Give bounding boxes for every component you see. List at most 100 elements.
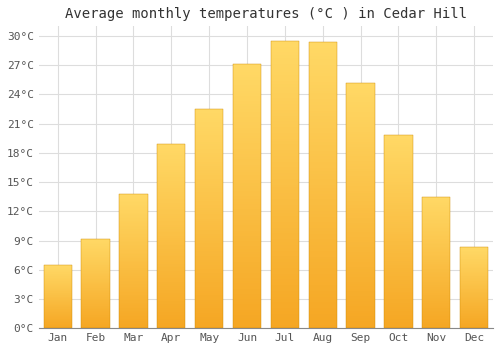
Bar: [157, 323, 186, 324]
Bar: [308, 99, 337, 102]
Bar: [460, 288, 488, 289]
Bar: [270, 90, 299, 93]
Bar: [82, 310, 110, 311]
Bar: [82, 282, 110, 284]
Bar: [195, 240, 224, 243]
Bar: [233, 106, 261, 109]
Bar: [233, 80, 261, 83]
Bar: [233, 151, 261, 154]
Bar: [233, 170, 261, 173]
Bar: [233, 249, 261, 252]
Bar: [195, 295, 224, 298]
Bar: [157, 310, 186, 312]
Bar: [308, 282, 337, 285]
Bar: [233, 212, 261, 215]
Bar: [384, 261, 412, 262]
Bar: [308, 254, 337, 257]
Bar: [346, 188, 375, 191]
Bar: [422, 280, 450, 281]
Bar: [384, 241, 412, 243]
Bar: [422, 282, 450, 284]
Bar: [460, 306, 488, 307]
Bar: [346, 115, 375, 117]
Bar: [346, 254, 375, 257]
Bar: [119, 234, 148, 236]
Bar: [308, 48, 337, 50]
Bar: [44, 327, 72, 328]
Bar: [157, 301, 186, 302]
Bar: [157, 232, 186, 234]
Bar: [157, 245, 186, 247]
Bar: [460, 318, 488, 319]
Bar: [422, 227, 450, 228]
Bar: [460, 305, 488, 306]
Bar: [270, 101, 299, 104]
Bar: [384, 147, 412, 149]
Bar: [233, 67, 261, 70]
Bar: [233, 173, 261, 175]
Bar: [119, 237, 148, 238]
Bar: [157, 210, 186, 212]
Bar: [422, 266, 450, 268]
Bar: [460, 270, 488, 271]
Bar: [233, 149, 261, 151]
Bar: [195, 166, 224, 168]
Bar: [422, 262, 450, 264]
Bar: [119, 279, 148, 280]
Bar: [384, 226, 412, 228]
Bar: [346, 105, 375, 107]
Bar: [384, 243, 412, 245]
Bar: [384, 172, 412, 174]
Bar: [270, 296, 299, 300]
Bar: [308, 68, 337, 70]
Bar: [308, 150, 337, 154]
Bar: [82, 290, 110, 292]
Bar: [82, 320, 110, 321]
Bar: [308, 239, 337, 242]
Bar: [119, 321, 148, 323]
Bar: [233, 91, 261, 93]
Bar: [82, 239, 110, 328]
Bar: [119, 287, 148, 288]
Bar: [308, 199, 337, 202]
Bar: [270, 153, 299, 156]
Bar: [346, 166, 375, 169]
Bar: [119, 269, 148, 271]
Bar: [233, 291, 261, 294]
Bar: [460, 312, 488, 313]
Bar: [384, 238, 412, 239]
Bar: [119, 307, 148, 308]
Bar: [119, 315, 148, 316]
Bar: [270, 150, 299, 153]
Bar: [82, 285, 110, 286]
Bar: [157, 319, 186, 321]
Bar: [308, 53, 337, 56]
Bar: [460, 257, 488, 258]
Bar: [384, 257, 412, 259]
Bar: [384, 187, 412, 189]
Bar: [82, 243, 110, 244]
Bar: [233, 323, 261, 326]
Bar: [384, 212, 412, 215]
Bar: [157, 317, 186, 319]
Bar: [119, 326, 148, 327]
Bar: [119, 312, 148, 313]
Bar: [422, 241, 450, 243]
Bar: [195, 265, 224, 267]
Bar: [422, 278, 450, 280]
Bar: [233, 275, 261, 278]
Bar: [270, 274, 299, 276]
Bar: [346, 93, 375, 95]
Bar: [384, 159, 412, 160]
Bar: [195, 146, 224, 148]
Bar: [346, 252, 375, 254]
Bar: [233, 180, 261, 183]
Bar: [82, 292, 110, 293]
Bar: [422, 318, 450, 319]
Bar: [384, 151, 412, 153]
Bar: [119, 195, 148, 196]
Bar: [270, 136, 299, 139]
Bar: [82, 326, 110, 327]
Bar: [346, 154, 375, 156]
Bar: [195, 144, 224, 146]
